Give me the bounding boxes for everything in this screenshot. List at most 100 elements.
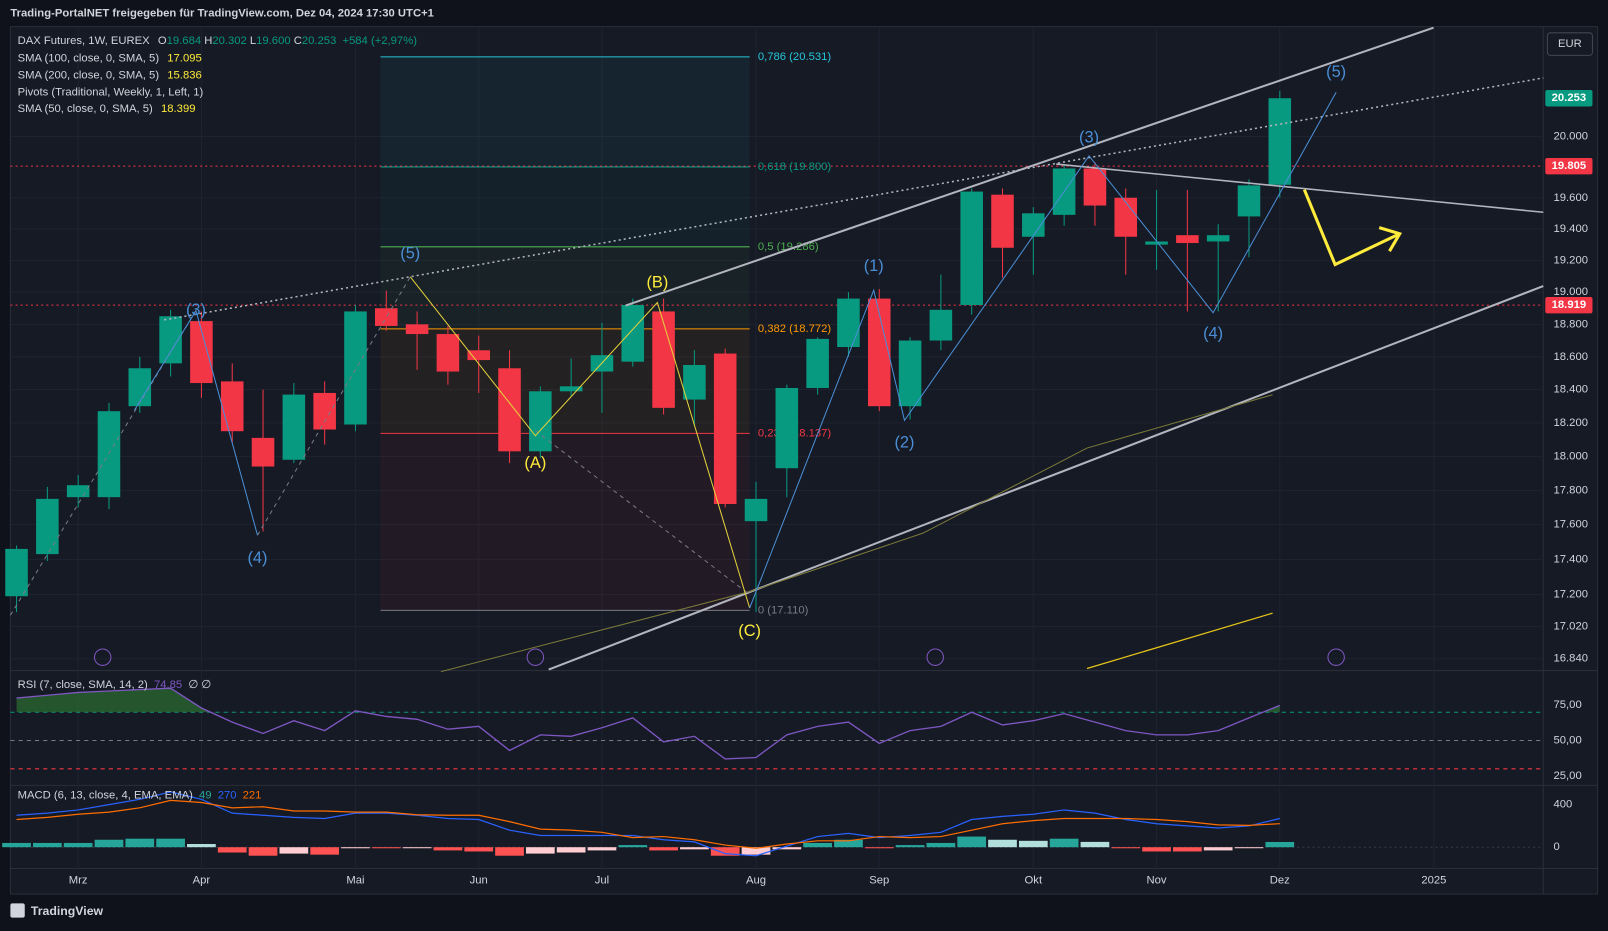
macd-histogram-bar [341, 847, 370, 849]
macd-legend: MACD (6, 13, close, 4, EMA, EMA) [18, 790, 194, 802]
candle-body [1083, 168, 1107, 206]
wave-label: (4) [247, 549, 267, 567]
y-tick-label: 17.400 [1554, 553, 1588, 565]
macd-histogram-bar [1203, 847, 1233, 851]
macd-histogram-bar [433, 847, 463, 851]
wave-label: (A) [524, 454, 546, 472]
fib-zone [380, 246, 750, 329]
candle-body [1237, 185, 1261, 217]
wave-line [749, 92, 1337, 609]
price-label: 20.253 [1552, 92, 1586, 104]
macd-histogram-bar [125, 838, 155, 848]
y-tick-label: 18.600 [1554, 351, 1588, 363]
macd-legend-value: 270 [218, 790, 237, 802]
price-label-box [1545, 157, 1593, 175]
fib-zone [380, 433, 750, 611]
y-tick-label: 19.200 [1554, 254, 1588, 266]
y-tick-label: 19.600 [1554, 192, 1588, 204]
indicator-value: 18.399 [161, 103, 195, 115]
wave-label: (1) [864, 257, 884, 275]
event-icons [93, 648, 1345, 666]
candle-body [405, 324, 429, 335]
candle-body [806, 338, 829, 388]
x-tick-label: 2025 [1421, 875, 1446, 887]
candle-body [960, 191, 983, 306]
candle-body [220, 381, 244, 432]
currency-label: EUR [1558, 38, 1582, 50]
price-label: 18.919 [1552, 299, 1586, 311]
indicator-label: Pivots (Traditional, Weekly, 1, Left, 1) [18, 86, 204, 98]
ohlc-value: 20.253 [302, 35, 336, 47]
wave-label: (2) [894, 433, 914, 451]
macd-histogram-bar [2, 842, 31, 848]
rsi-legend-value: 74.85 [154, 679, 182, 691]
candle-body [251, 437, 275, 467]
candle-body [128, 368, 152, 407]
fib-zone [380, 166, 750, 247]
macd-histogram-bar [864, 847, 894, 849]
x-tick-label: Jul [595, 875, 609, 887]
rsi-tick-label: 75,00 [1554, 699, 1582, 711]
macd-histogram-bar [926, 842, 956, 848]
event-icon[interactable] [1327, 648, 1345, 666]
macd-histogram-bar [248, 847, 278, 856]
candle-body [898, 340, 922, 407]
candle-body [375, 308, 398, 326]
indicator-label: SMA (200, close, 0, SMA, 5) [18, 69, 160, 81]
wave-label: (4) [1203, 325, 1223, 343]
price-label-box [1545, 90, 1593, 107]
y-tick-label: 17.800 [1554, 484, 1588, 496]
x-tick-label: Apr [193, 875, 211, 887]
macd-histogram-bar [803, 842, 832, 848]
macd-histogram-bar [371, 847, 401, 849]
wave-label: (5) [1326, 63, 1346, 81]
rsi-tick-label: 25,00 [1554, 770, 1582, 782]
brand-name: TradingView [31, 904, 104, 918]
channel-upper [625, 26, 1434, 307]
candle-body [282, 394, 306, 460]
brand-logo [10, 903, 25, 918]
macd-tick-label: 0 [1554, 841, 1560, 853]
ohlc-key: C [294, 35, 302, 47]
candle-body [744, 498, 768, 522]
rsi-legend: RSI (7, close, SMA, 14, 2) [18, 679, 148, 691]
macd-histogram-bar [402, 847, 432, 849]
ohlc-key: H [204, 35, 212, 47]
candle-body [775, 387, 799, 469]
macd-histogram-bar [1173, 847, 1202, 852]
trendline [1056, 163, 1544, 214]
header-title: Trading-PortalNET freigegeben für Tradin… [10, 7, 434, 19]
change-label: +584 (+2,97%) [342, 35, 417, 47]
macd-histogram-bar [1111, 847, 1141, 849]
macd-histogram-bar [1018, 840, 1048, 848]
macd-histogram-bar [834, 839, 863, 848]
indicator-label: SMA (50, close, 0, SMA, 5) [18, 103, 153, 115]
macd-histogram-bar [772, 847, 802, 850]
event-icon[interactable] [526, 648, 545, 666]
candle-body [344, 311, 367, 425]
macd-histogram-bar [156, 838, 185, 848]
x-tick-label: Sep [869, 875, 889, 887]
projection-arrowhead [1378, 226, 1403, 252]
ohlc-key: O [158, 35, 167, 47]
ohlc-value: 19.684 [167, 35, 201, 47]
symbol-label: DAX Futures, 1W, EUREX [18, 35, 151, 47]
candle-body [529, 391, 552, 452]
event-icon[interactable] [93, 648, 112, 666]
macd-legend-value: 49 [199, 790, 212, 802]
macd-tick-label: 400 [1554, 799, 1573, 811]
macd-histogram-bar [94, 839, 124, 848]
candle-body [1114, 197, 1138, 237]
candle-body [621, 305, 645, 362]
macd-histogram-bar [710, 847, 740, 856]
x-tick-label: Mai [346, 875, 364, 887]
event-icon[interactable] [926, 648, 944, 666]
macd-histogram-bar [680, 847, 709, 850]
candle-body [1022, 213, 1045, 237]
candle-body [559, 386, 583, 392]
wave-label: (3) [186, 301, 206, 319]
candle-body [467, 350, 490, 361]
macd-histogram-bar [988, 839, 1017, 848]
currency-button[interactable] [1546, 32, 1593, 56]
